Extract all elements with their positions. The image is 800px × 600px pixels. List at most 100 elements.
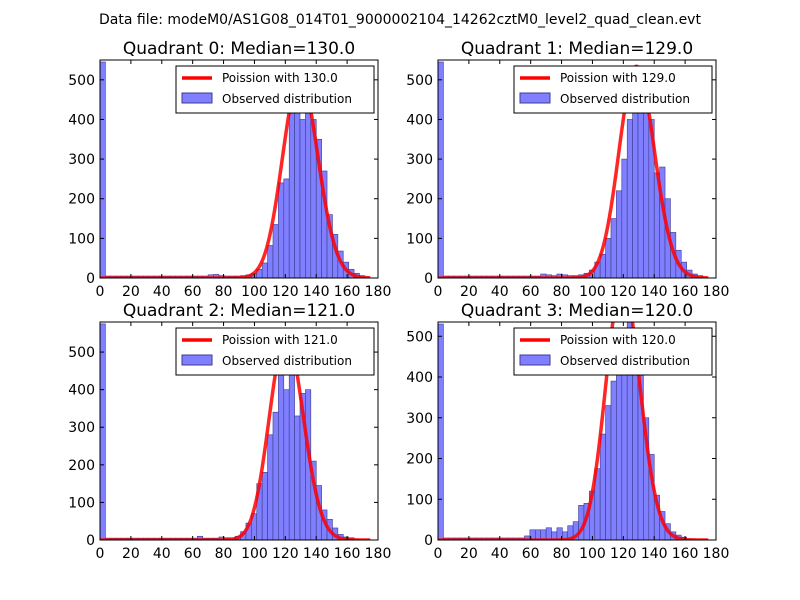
panel-title: Quadrant 3: Median=120.0 (461, 301, 693, 321)
x-tick-label: 160 (672, 284, 699, 300)
x-tick-label: 0 (96, 546, 105, 562)
legend-bar-swatch (181, 354, 213, 366)
x-tick-label: 20 (460, 546, 478, 562)
legend-bar-swatch (181, 92, 213, 104)
x-tick-label: 80 (553, 284, 571, 300)
plot-area (438, 322, 709, 540)
legend: Poission with 121.0 Observed distribution (175, 327, 375, 376)
y-tick-label: 200 (406, 452, 433, 468)
x-tick-label: 60 (184, 284, 202, 300)
x-tick-label: 20 (460, 284, 478, 300)
legend-box (513, 327, 713, 376)
x-tick-label: 60 (522, 284, 540, 300)
y-tick-label: 0 (86, 533, 95, 549)
axes-frame (99, 321, 379, 541)
legend-observed-label: Observed distribution (222, 92, 352, 106)
y-tick-label: 400 (68, 112, 95, 128)
histogram-bar (100, 323, 106, 540)
x-tick-label: 0 (96, 284, 105, 300)
histogram-bar (438, 61, 444, 278)
x-tick-label: 40 (153, 546, 171, 562)
legend-box (175, 327, 375, 376)
y-tick-label: 500 (68, 73, 95, 89)
histogram-bar (272, 224, 279, 278)
histogram-bar (267, 434, 274, 540)
histogram-bar (278, 182, 285, 278)
histogram-bar (261, 262, 268, 278)
legend-observed-label: Observed distribution (560, 92, 690, 106)
axes-frame (437, 321, 717, 541)
histogram-bar (438, 323, 444, 540)
y-tick-label: 200 (406, 192, 433, 208)
x-tick-label: 40 (491, 546, 509, 562)
y-tick-label: 400 (406, 112, 433, 128)
quadrant-2-panel: 0 20 40 60 80 100 120 140 160 1800100200300400500… (68, 301, 391, 562)
histogram-bar (626, 119, 633, 278)
x-tick-label: 100 (579, 546, 606, 562)
y-tick-label: 200 (68, 192, 95, 208)
x-tick-label: 140 (641, 546, 668, 562)
x-tick-label: 120 (610, 546, 637, 562)
histogram-bar (278, 351, 285, 540)
histogram-bar (621, 158, 628, 278)
poisson-curve (100, 334, 371, 540)
legend-poisson-label: Poission with 130.0 (222, 71, 338, 85)
histogram-bar (100, 61, 106, 278)
y-tick-label: 300 (406, 411, 433, 427)
x-tick-label: 60 (522, 546, 540, 562)
legend-box (175, 65, 375, 114)
legend: Poission with 120.0 Observed distribution (513, 327, 713, 376)
x-tick-label: 80 (553, 546, 571, 562)
histogram-bar (272, 411, 279, 540)
x-tick-label: 180 (365, 284, 392, 300)
x-tick-label: 140 (303, 284, 330, 300)
quadrant-3-panel: 0 20 40 60 80 100 120 140 160 1800100200300400500… (406, 301, 730, 562)
histogram-bar (616, 190, 623, 278)
y-tick-label: 400 (68, 383, 95, 399)
y-tick-label: 100 (68, 231, 95, 247)
x-tick-label: 160 (672, 546, 699, 562)
x-tick-label: 80 (215, 284, 233, 300)
x-tick-label: 100 (579, 284, 606, 300)
panel-title: Quadrant 2: Median=121.0 (123, 301, 355, 321)
x-tick-label: 180 (703, 546, 730, 562)
x-tick-label: 100 (241, 546, 268, 562)
histogram-bar (288, 111, 295, 278)
chart-panels: 0 20 40 60 80 100 120 140 160 1800100200300400500… (68, 39, 729, 562)
legend-observed-label: Observed distribution (560, 354, 690, 368)
quadrant-0-panel: 0 20 40 60 80 100 120 140 160 1800100200300400500… (68, 39, 391, 300)
figure-title: Data file: modeM0/AS1G08_014T01_90000021… (99, 12, 701, 28)
panel-title: Quadrant 1: Median=129.0 (461, 39, 693, 59)
y-tick-label: 500 (406, 329, 433, 345)
y-tick-label: 500 (68, 345, 95, 361)
legend: Poission with 129.0 Observed distribution (513, 65, 713, 114)
legend: Poission with 130.0 Observed distribution (175, 65, 375, 114)
quadrant-1-panel: 0 20 40 60 80 100 120 140 160 1800100200300400500… (406, 39, 729, 300)
y-tick-label: 0 (424, 271, 433, 287)
axes-frame (437, 59, 717, 279)
y-tick-label: 100 (406, 231, 433, 247)
plot-area (100, 61, 371, 278)
x-tick-label: 60 (184, 546, 202, 562)
x-tick-label: 40 (491, 284, 509, 300)
legend-observed-label: Observed distribution (222, 354, 352, 368)
y-tick-label: 100 (406, 492, 433, 508)
x-tick-label: 0 (434, 546, 443, 562)
histogram-bar (605, 238, 612, 278)
histogram-bar (283, 178, 290, 278)
x-tick-label: 120 (610, 284, 637, 300)
axes-frame (99, 59, 379, 279)
histogram-bar (267, 245, 274, 278)
legend-poisson-label: Poission with 120.0 (560, 333, 676, 347)
legend-poisson-label: Poission with 129.0 (560, 71, 676, 85)
histogram-bar (283, 389, 290, 540)
x-tick-label: 180 (703, 284, 730, 300)
x-tick-label: 0 (434, 284, 443, 300)
y-tick-label: 300 (406, 152, 433, 168)
x-tick-label: 120 (272, 284, 299, 300)
legend-bar-swatch (519, 354, 551, 366)
y-tick-label: 300 (68, 152, 95, 168)
poisson-curve (438, 322, 709, 540)
x-tick-label: 180 (365, 546, 392, 562)
